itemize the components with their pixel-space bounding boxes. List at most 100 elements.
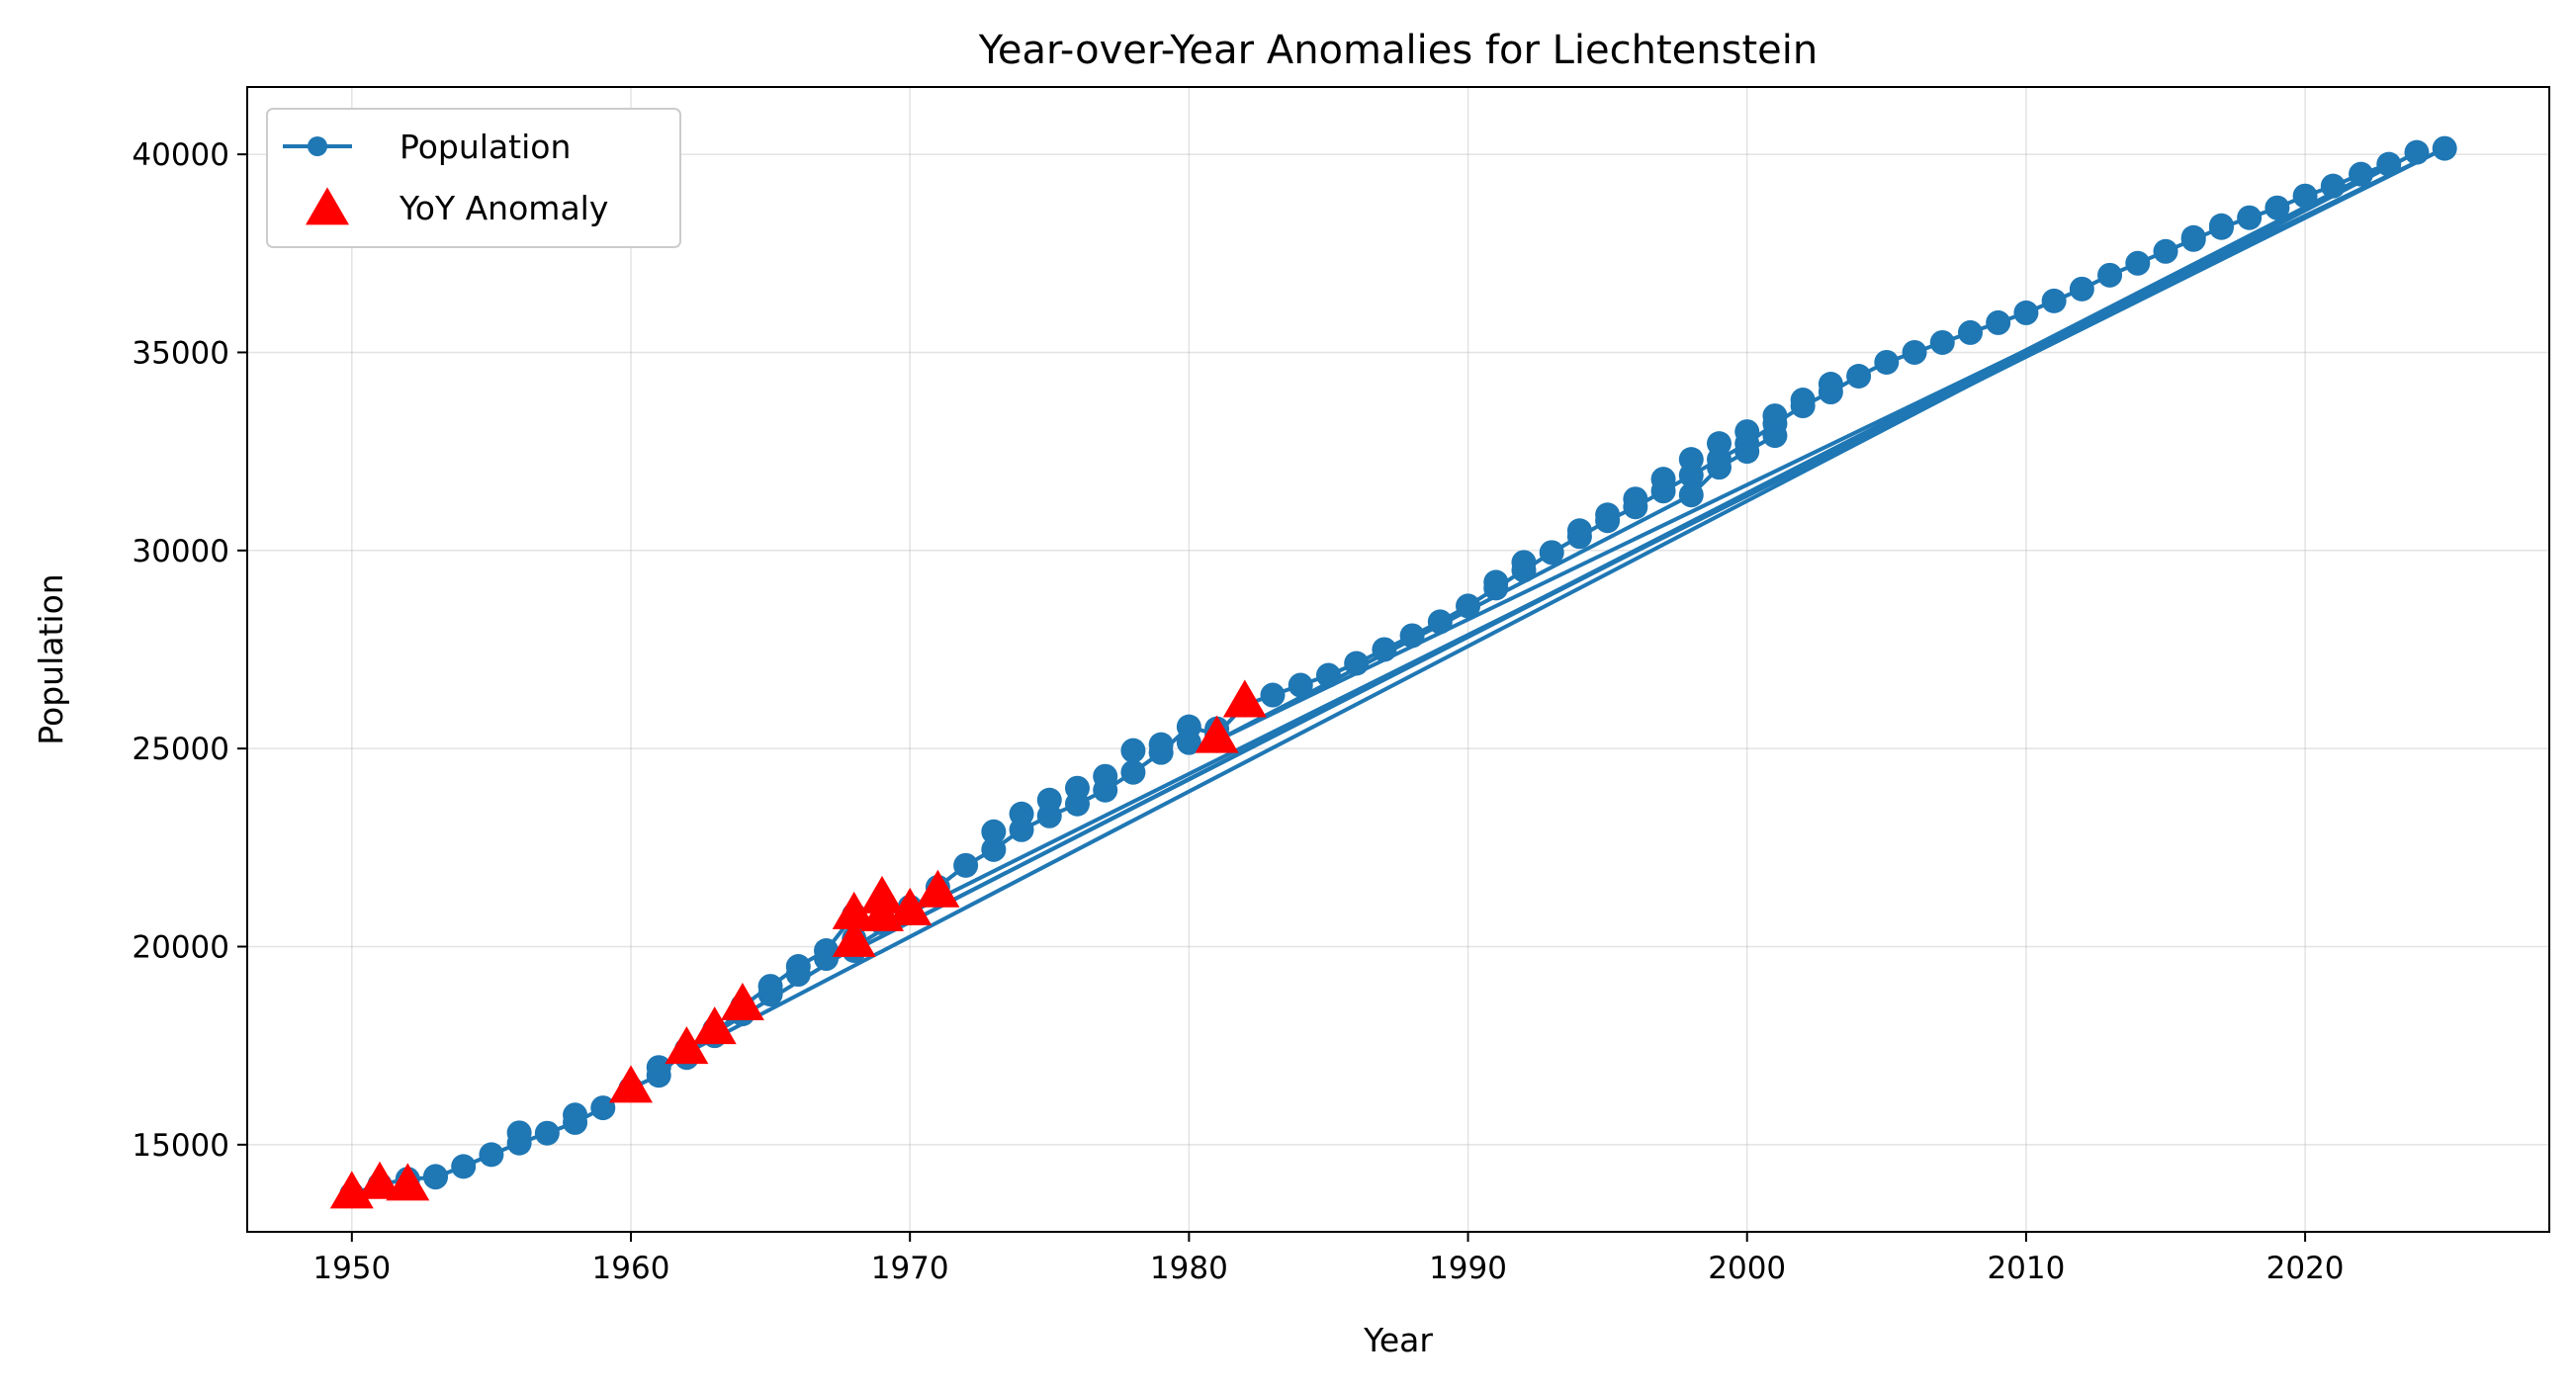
population-point bbox=[2013, 300, 2039, 325]
population-point bbox=[2292, 183, 2318, 209]
plot-area bbox=[329, 135, 2457, 1209]
population-point bbox=[1929, 329, 1955, 355]
population-point bbox=[1511, 550, 1537, 575]
x-tick-label: 1950 bbox=[312, 1251, 391, 1286]
population-point bbox=[1846, 364, 1872, 390]
population-point bbox=[1372, 637, 1397, 662]
y-tick-label: 25000 bbox=[132, 732, 229, 767]
population-point bbox=[1120, 738, 1146, 763]
anomaly-point bbox=[1195, 715, 1239, 753]
population-point bbox=[1678, 447, 1704, 473]
population-point bbox=[1064, 775, 1090, 801]
anomaly-point bbox=[832, 891, 876, 929]
population-point bbox=[1148, 732, 1174, 757]
population-point bbox=[2069, 276, 2094, 302]
population-point bbox=[1288, 672, 1313, 698]
x-tick-label: 1960 bbox=[592, 1251, 670, 1286]
axes-frame bbox=[246, 86, 2550, 1233]
population-point bbox=[646, 1055, 671, 1081]
legend-anomaly-marker bbox=[306, 187, 349, 225]
y-tick-label: 20000 bbox=[132, 930, 229, 966]
population-point bbox=[2041, 288, 2067, 313]
population-point bbox=[1762, 423, 1788, 449]
population-point bbox=[1120, 759, 1146, 785]
population-point bbox=[1595, 502, 1621, 528]
population-point bbox=[2237, 205, 2263, 230]
population-point bbox=[953, 852, 979, 878]
population-point bbox=[422, 1164, 448, 1189]
y-axis: 15000 20000 25000 30000 35000 40000 bbox=[132, 137, 247, 1164]
anomaly-point bbox=[665, 1026, 709, 1065]
population-point bbox=[1427, 609, 1453, 635]
population-point bbox=[534, 1120, 560, 1146]
anomaly-point bbox=[1222, 679, 1267, 718]
population-point bbox=[814, 946, 840, 972]
population-point bbox=[2208, 213, 2234, 238]
population-point bbox=[1734, 419, 1760, 445]
population-point bbox=[2376, 151, 2402, 177]
anomaly-point bbox=[358, 1161, 401, 1199]
population-point bbox=[2265, 195, 2290, 220]
population-point bbox=[2404, 139, 2430, 165]
chart-title: Year-over-Year Anomalies for Liechtenste… bbox=[978, 28, 1818, 73]
x-tick-label: 2000 bbox=[1708, 1251, 1786, 1286]
population-point bbox=[1009, 801, 1034, 826]
population-point bbox=[1707, 455, 1732, 480]
population-point bbox=[1344, 651, 1370, 676]
population-point bbox=[1818, 372, 1843, 397]
population-point bbox=[1093, 763, 1118, 789]
population-point bbox=[506, 1120, 532, 1146]
population-point bbox=[1734, 439, 1760, 465]
population-point bbox=[2097, 262, 2123, 288]
population-point bbox=[1957, 319, 1983, 345]
population-point bbox=[2180, 224, 2206, 250]
y-tick-label: 35000 bbox=[132, 335, 229, 371]
population-point bbox=[2349, 161, 2374, 187]
population-point bbox=[2153, 238, 2178, 264]
population-point bbox=[981, 819, 1007, 844]
population-point bbox=[1036, 787, 1062, 813]
x-tick-label: 1970 bbox=[871, 1251, 949, 1286]
population-point bbox=[1176, 730, 1201, 755]
population-point bbox=[1902, 339, 1927, 365]
anomaly-point bbox=[888, 887, 933, 925]
x-tick-label: 1990 bbox=[1429, 1251, 1507, 1286]
population-point bbox=[1315, 662, 1341, 688]
legend-population-marker bbox=[308, 136, 327, 156]
population-point bbox=[2432, 135, 2457, 161]
population-point bbox=[785, 962, 811, 988]
anomaly-point bbox=[609, 1065, 653, 1103]
population-point bbox=[1678, 482, 1704, 508]
legend: Population YoY Anomaly bbox=[266, 108, 681, 248]
population-point bbox=[451, 1154, 477, 1179]
legend-population-label: Population bbox=[400, 128, 571, 166]
population-point bbox=[1260, 682, 1286, 708]
population-point bbox=[1762, 403, 1788, 429]
population-point bbox=[1483, 569, 1509, 595]
x-tick-label: 1980 bbox=[1150, 1251, 1228, 1286]
grid bbox=[247, 87, 2549, 1232]
population-point bbox=[981, 836, 1007, 862]
population-point bbox=[1650, 467, 1676, 492]
y-tick-label: 15000 bbox=[132, 1128, 229, 1164]
population-point bbox=[563, 1102, 588, 1128]
population-point bbox=[1986, 309, 2011, 335]
anomaly-point bbox=[386, 1163, 430, 1201]
x-axis-label: Year bbox=[1363, 1321, 1433, 1359]
population-point bbox=[1623, 486, 1648, 512]
legend-box bbox=[266, 108, 681, 248]
population-point bbox=[1707, 431, 1732, 457]
anomaly-point bbox=[860, 875, 904, 913]
population-point bbox=[1566, 518, 1592, 544]
population-point bbox=[1456, 593, 1481, 619]
x-tick-label: 2020 bbox=[2266, 1251, 2345, 1286]
anomaly-point bbox=[692, 1006, 737, 1045]
population-point bbox=[479, 1142, 504, 1168]
population-point bbox=[1399, 623, 1425, 649]
anomaly-point bbox=[329, 1171, 374, 1209]
population-point bbox=[1790, 388, 1816, 413]
population-point bbox=[590, 1095, 616, 1121]
anomaly-point bbox=[832, 918, 876, 957]
population-point bbox=[1874, 349, 1900, 375]
